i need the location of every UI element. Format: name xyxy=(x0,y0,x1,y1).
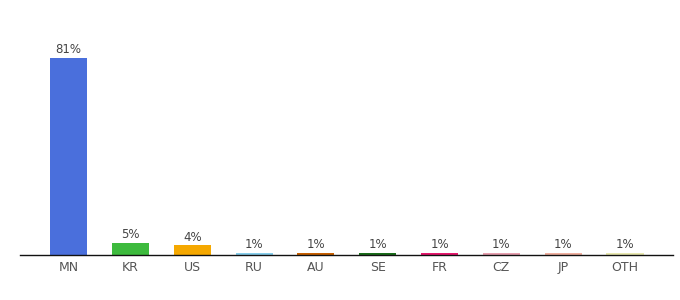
Text: 1%: 1% xyxy=(430,238,449,251)
Text: 1%: 1% xyxy=(615,238,634,251)
Bar xyxy=(607,253,643,255)
Text: 4%: 4% xyxy=(183,231,201,244)
Bar xyxy=(359,253,396,255)
Text: 5%: 5% xyxy=(121,228,139,241)
Bar xyxy=(421,253,458,255)
Bar xyxy=(483,253,520,255)
Text: 1%: 1% xyxy=(554,238,573,251)
Text: 1%: 1% xyxy=(307,238,325,251)
Text: 1%: 1% xyxy=(492,238,511,251)
Text: 1%: 1% xyxy=(369,238,387,251)
Bar xyxy=(173,245,211,255)
Bar xyxy=(50,58,87,255)
Text: 81%: 81% xyxy=(56,43,82,56)
Bar xyxy=(235,253,273,255)
Text: 1%: 1% xyxy=(245,238,263,251)
Bar xyxy=(112,243,149,255)
Bar xyxy=(297,253,335,255)
Bar xyxy=(545,253,581,255)
